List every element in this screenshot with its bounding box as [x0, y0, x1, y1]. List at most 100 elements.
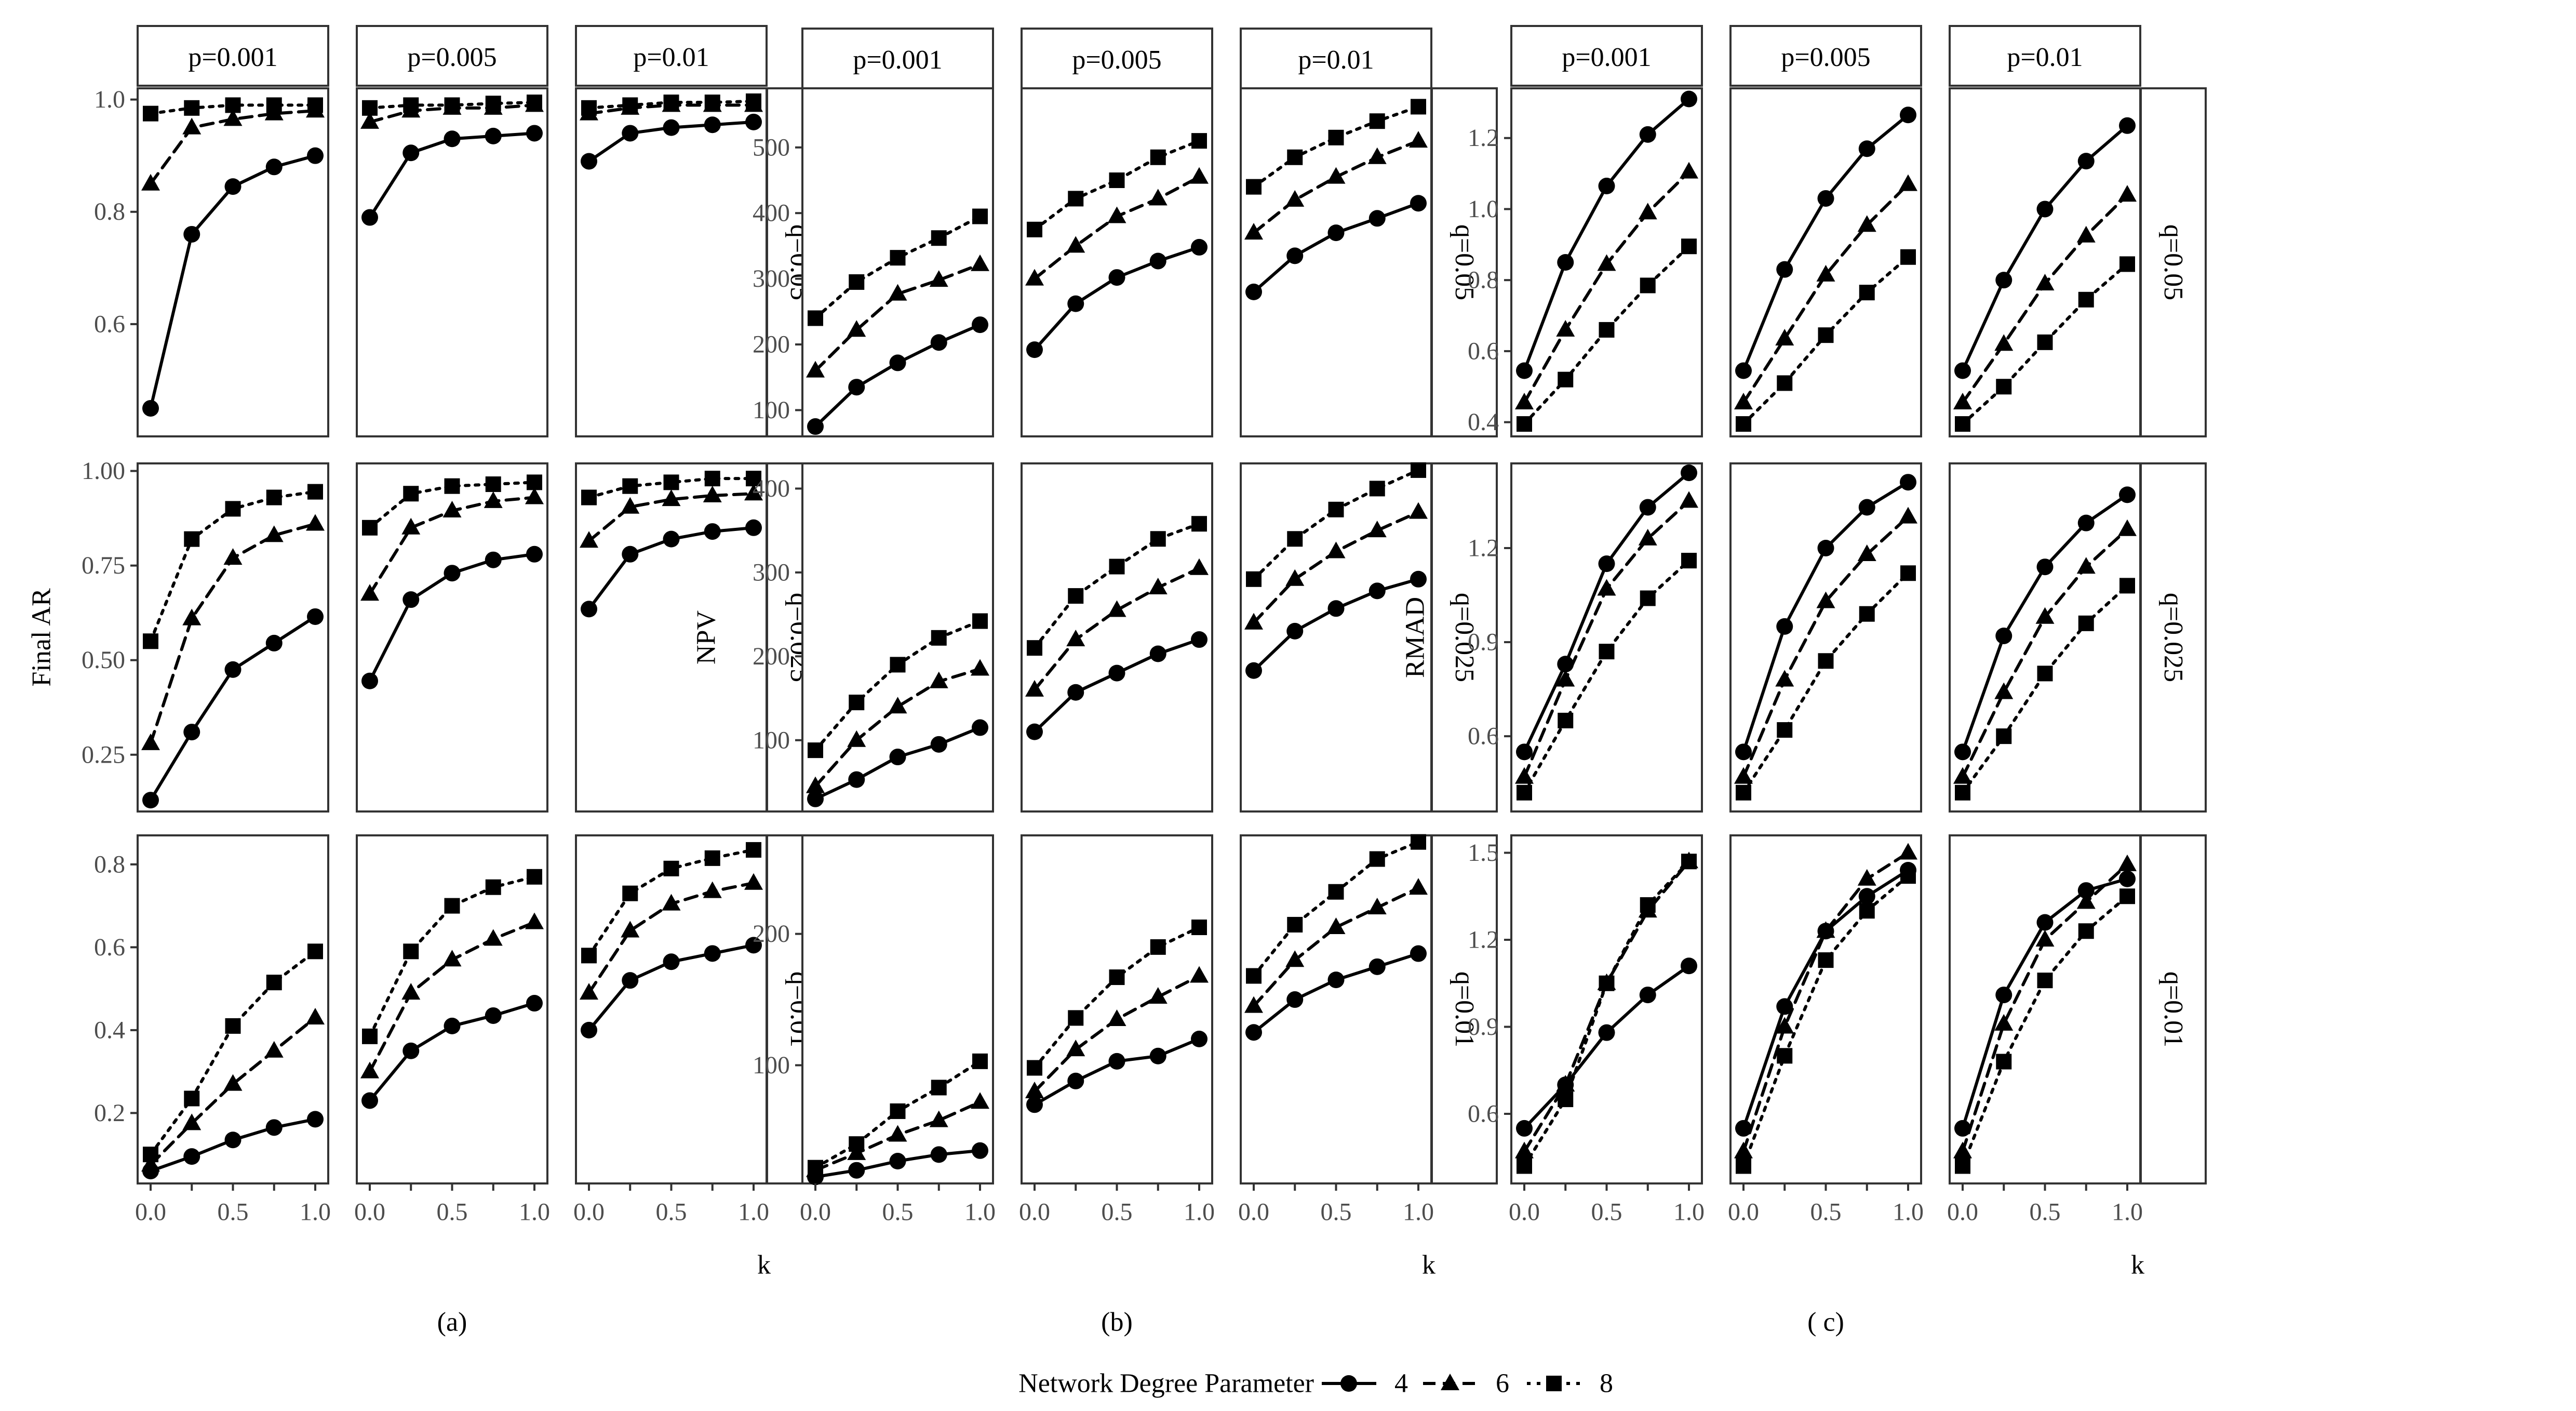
panel [356, 87, 548, 437]
data-point-6 [484, 929, 503, 946]
data-point-8 [362, 1028, 378, 1044]
data-point-6 [971, 254, 989, 271]
data-point-8 [1996, 379, 2012, 395]
data-point-4 [704, 945, 721, 962]
row-strip [2140, 462, 2207, 813]
data-point-6 [1190, 966, 1209, 983]
data-point-4 [183, 724, 200, 741]
data-point-6 [1148, 189, 1168, 206]
row-strip [1431, 87, 1498, 437]
data-point-4 [1327, 971, 1345, 989]
panel: 0.0 0.5 1.0 [1019, 834, 1215, 1226]
data-point-8 [1859, 285, 1875, 301]
data-point-6 [1953, 767, 1972, 784]
data-point-4 [2077, 153, 2095, 170]
data-point-8 [362, 520, 378, 536]
data-point-8 [266, 97, 282, 113]
subfigure-1: p=0.001 p=0.005 p=0.01q=0.050.60.81.0q=0.0… [27, 25, 833, 1337]
x-tick-label: 0.0 [1019, 1199, 1050, 1226]
data-point-8 [1369, 113, 1385, 129]
data-point-8 [485, 476, 501, 492]
data-point-4 [1369, 582, 1386, 600]
y-tick-label: 0.9 [1468, 629, 1499, 656]
data-point-6 [360, 584, 379, 601]
data-point-8 [1150, 531, 1166, 547]
data-point-6 [1556, 320, 1575, 337]
data-point-8 [1109, 969, 1125, 986]
panel-frame [356, 462, 548, 813]
data-point-6 [1367, 147, 1387, 164]
data-point-8 [1369, 481, 1385, 497]
column-strip [1240, 28, 1432, 89]
data-point-4 [1735, 362, 1752, 379]
data-point-8 [1818, 952, 1834, 968]
data-point-4 [1954, 1120, 1971, 1137]
data-point-6 [806, 776, 825, 793]
data-point-6 [744, 484, 763, 501]
panel: 0.0 0.5 1.0 [573, 834, 769, 1226]
data-point-8 [1599, 322, 1615, 338]
panel [575, 87, 768, 437]
data-point-4 [526, 545, 543, 563]
data-point-8 [2119, 256, 2135, 272]
data-point-8 [890, 250, 906, 266]
data-point-6 [1409, 878, 1428, 895]
data-point-8 [1777, 1048, 1793, 1064]
data-point-6 [1597, 254, 1616, 271]
data-point-4 [1516, 1120, 1533, 1137]
panel [1240, 462, 1432, 813]
data-point-8 [266, 975, 282, 991]
data-point-4 [224, 661, 242, 678]
data-point-4 [581, 1021, 597, 1039]
data-point-6 [1638, 203, 1657, 220]
data-point-6 [1556, 670, 1575, 687]
data-point-8 [1900, 868, 1916, 884]
data-point-6 [2118, 519, 2137, 536]
data-point-4 [1067, 295, 1084, 312]
data-point-6 [703, 485, 722, 502]
x-tick-label: 0.0 [800, 1199, 831, 1226]
data-point-4 [1026, 1096, 1043, 1113]
data-point-6 [1775, 1017, 1794, 1034]
data-point-8 [1411, 834, 1426, 850]
data-point-4 [1735, 1120, 1752, 1137]
panel [1949, 462, 2141, 813]
data-point-4 [485, 1007, 502, 1024]
x-tick-label: 0.0 [135, 1199, 166, 1226]
column-strip-label: p=0.005 [407, 43, 497, 72]
data-point-6 [1190, 167, 1209, 184]
y-tick-label: 0.6 [1468, 337, 1499, 365]
series-line-8 [368, 481, 536, 529]
data-point-8 [184, 531, 200, 547]
panel-frame [1510, 462, 1703, 813]
panel-frame [575, 87, 768, 437]
data-point-8 [225, 1018, 241, 1034]
data-point-4 [745, 937, 762, 954]
data-point-4 [265, 158, 283, 176]
series-line-6 [1033, 566, 1201, 691]
data-point-6 [484, 491, 503, 508]
data-point-8 [622, 885, 638, 901]
panel [137, 462, 329, 813]
series-line-8 [1961, 584, 2129, 794]
panel-frame [137, 87, 329, 437]
data-point-6 [223, 548, 243, 565]
data-point-8 [1777, 375, 1793, 391]
data-point-4 [1410, 570, 1427, 588]
data-point-4 [1245, 1024, 1262, 1041]
column-strip [1729, 25, 1922, 87]
data-point-6 [1775, 670, 1794, 687]
data-point-6 [2035, 607, 2055, 624]
data-point-8 [307, 484, 323, 500]
data-point-8 [184, 100, 200, 116]
x-tick-label: 0.5 [1321, 1199, 1352, 1226]
data-point-6 [182, 117, 202, 135]
x-tick-label: 0.0 [573, 1199, 605, 1226]
y-tick-label: 100 [753, 726, 790, 754]
data-point-6 [662, 894, 681, 911]
data-point-4 [807, 790, 824, 807]
data-point-8 [1736, 1158, 1751, 1174]
x-axis-title: k [2131, 1250, 2144, 1280]
data-point-6 [2035, 274, 2055, 291]
data-point-6 [1066, 1040, 1085, 1057]
